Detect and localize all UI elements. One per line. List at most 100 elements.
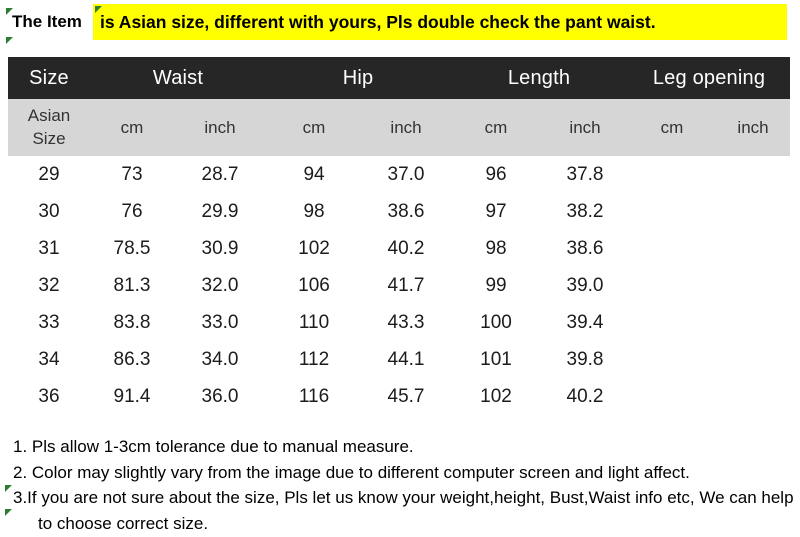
unit-cell: inch <box>716 99 791 156</box>
cell-flag-icon <box>95 6 102 13</box>
table-cell: 38.6 <box>542 230 629 267</box>
table-cell: 38.6 <box>362 193 451 230</box>
table-cell <box>716 230 791 267</box>
table-cell: 32.0 <box>174 267 267 304</box>
table-cell: 45.7 <box>362 378 451 415</box>
table-cell: 41.7 <box>362 267 451 304</box>
table-cell: 76 <box>90 193 174 230</box>
table-cell: 98 <box>266 193 363 230</box>
unit-cell: cm <box>90 99 174 156</box>
table-cell: 78.5 <box>90 230 174 267</box>
unit-asian-size-label: Asian Size <box>27 106 71 148</box>
table-cell: 83.8 <box>90 304 174 341</box>
header-leg-opening: Leg opening <box>628 57 791 99</box>
table-cell: 33 <box>8 304 90 341</box>
table-cell: 32 <box>8 267 90 304</box>
table-cell: 37.0 <box>362 156 451 193</box>
table-cell <box>628 230 717 267</box>
table-cell: 29.9 <box>174 193 267 230</box>
table-row: 34 86.3 34.0 112 44.1 101 39.8 <box>8 341 791 378</box>
unit-cell: cm <box>628 99 717 156</box>
table-row: 32 81.3 32.0 106 41.7 99 39.0 <box>8 267 791 304</box>
top-note-prefix: The Item <box>12 12 82 31</box>
unit-cell: inch <box>174 99 267 156</box>
table-cell <box>716 378 791 415</box>
table-cell: 39.4 <box>542 304 629 341</box>
table-cell: 96 <box>450 156 543 193</box>
table-cell: 91.4 <box>90 378 174 415</box>
table-cell: 97 <box>450 193 543 230</box>
size-table: Size Waist Hip Length Leg opening Asian … <box>8 57 791 415</box>
table-cell: 44.1 <box>362 341 451 378</box>
table-cell: 36.0 <box>174 378 267 415</box>
table-cell: 31 <box>8 230 90 267</box>
note-line-4: to choose correct size. <box>38 513 209 533</box>
table-cell: 102 <box>266 230 363 267</box>
table-cell: 40.2 <box>542 378 629 415</box>
unit-asian-size: Asian Size <box>8 99 90 156</box>
cell-flag-icon <box>6 8 13 15</box>
table-cell: 39.0 <box>542 267 629 304</box>
unit-cell: cm <box>266 99 363 156</box>
table-cell <box>716 267 791 304</box>
table-cell <box>628 378 717 415</box>
table-cell: 37.8 <box>542 156 629 193</box>
table-cell: 39.8 <box>542 341 629 378</box>
table-cell <box>716 341 791 378</box>
table-cell <box>716 193 791 230</box>
table-cell: 29 <box>8 156 90 193</box>
table-cell: 101 <box>450 341 543 378</box>
table-cell: 99 <box>450 267 543 304</box>
table-cell: 73 <box>90 156 174 193</box>
table-cell: 34 <box>8 341 90 378</box>
table-row: 33 83.8 33.0 110 43.3 100 39.4 <box>8 304 791 341</box>
table-cell <box>628 156 717 193</box>
table-cell: 28.7 <box>174 156 267 193</box>
table-header-row: Size Waist Hip Length Leg opening <box>8 57 791 99</box>
table-cell <box>628 341 717 378</box>
table-cell: 112 <box>266 341 363 378</box>
table-cell: 86.3 <box>90 341 174 378</box>
table-cell: 40.2 <box>362 230 451 267</box>
top-note-highlight: is Asian size, different with yours, Pls… <box>93 4 787 40</box>
table-cell: 38.2 <box>542 193 629 230</box>
header-waist: Waist <box>90 57 267 99</box>
table-cell: 98 <box>450 230 543 267</box>
header-hip: Hip <box>266 57 451 99</box>
table-cell <box>628 267 717 304</box>
cell-flag-icon <box>5 509 12 516</box>
header-size: Size <box>8 57 90 99</box>
table-cell: 34.0 <box>174 341 267 378</box>
note-line-1: 1. Pls allow 1-3cm tolerance due to manu… <box>13 437 414 456</box>
note-line-2: 2. Color may slightly vary from the imag… <box>13 462 690 482</box>
table-unit-row: Asian Size cm inch cm inch cm inch cm in… <box>8 99 791 156</box>
table-row: 29 73 28.7 94 37.0 96 37.8 <box>8 156 791 193</box>
note-line-3: 3.If you are not sure about the size, Pl… <box>13 488 794 507</box>
table-cell: 106 <box>266 267 363 304</box>
unit-cell: inch <box>542 99 629 156</box>
table-cell: 116 <box>266 378 363 415</box>
table-row: 31 78.5 30.9 102 40.2 98 38.6 <box>8 230 791 267</box>
table-cell: 36 <box>8 378 90 415</box>
table-cell: 94 <box>266 156 363 193</box>
table-cell: 100 <box>450 304 543 341</box>
table-cell: 102 <box>450 378 543 415</box>
table-row: 30 76 29.9 98 38.6 97 38.2 <box>8 193 791 230</box>
table-cell <box>628 304 717 341</box>
table-cell: 110 <box>266 304 363 341</box>
table-cell: 30.9 <box>174 230 267 267</box>
table-cell <box>716 304 791 341</box>
header-length: Length <box>450 57 629 99</box>
table-cell <box>628 193 717 230</box>
unit-cell: cm <box>450 99 543 156</box>
cell-flag-icon <box>5 485 12 492</box>
cell-flag-icon <box>6 37 13 44</box>
table-cell: 81.3 <box>90 267 174 304</box>
footer-notes: 1. Pls allow 1-3cm tolerance due to manu… <box>13 434 794 536</box>
unit-cell: inch <box>362 99 451 156</box>
table-row: 36 91.4 36.0 116 45.7 102 40.2 <box>8 378 791 415</box>
table-cell <box>716 156 791 193</box>
table-cell: 43.3 <box>362 304 451 341</box>
table-cell: 30 <box>8 193 90 230</box>
